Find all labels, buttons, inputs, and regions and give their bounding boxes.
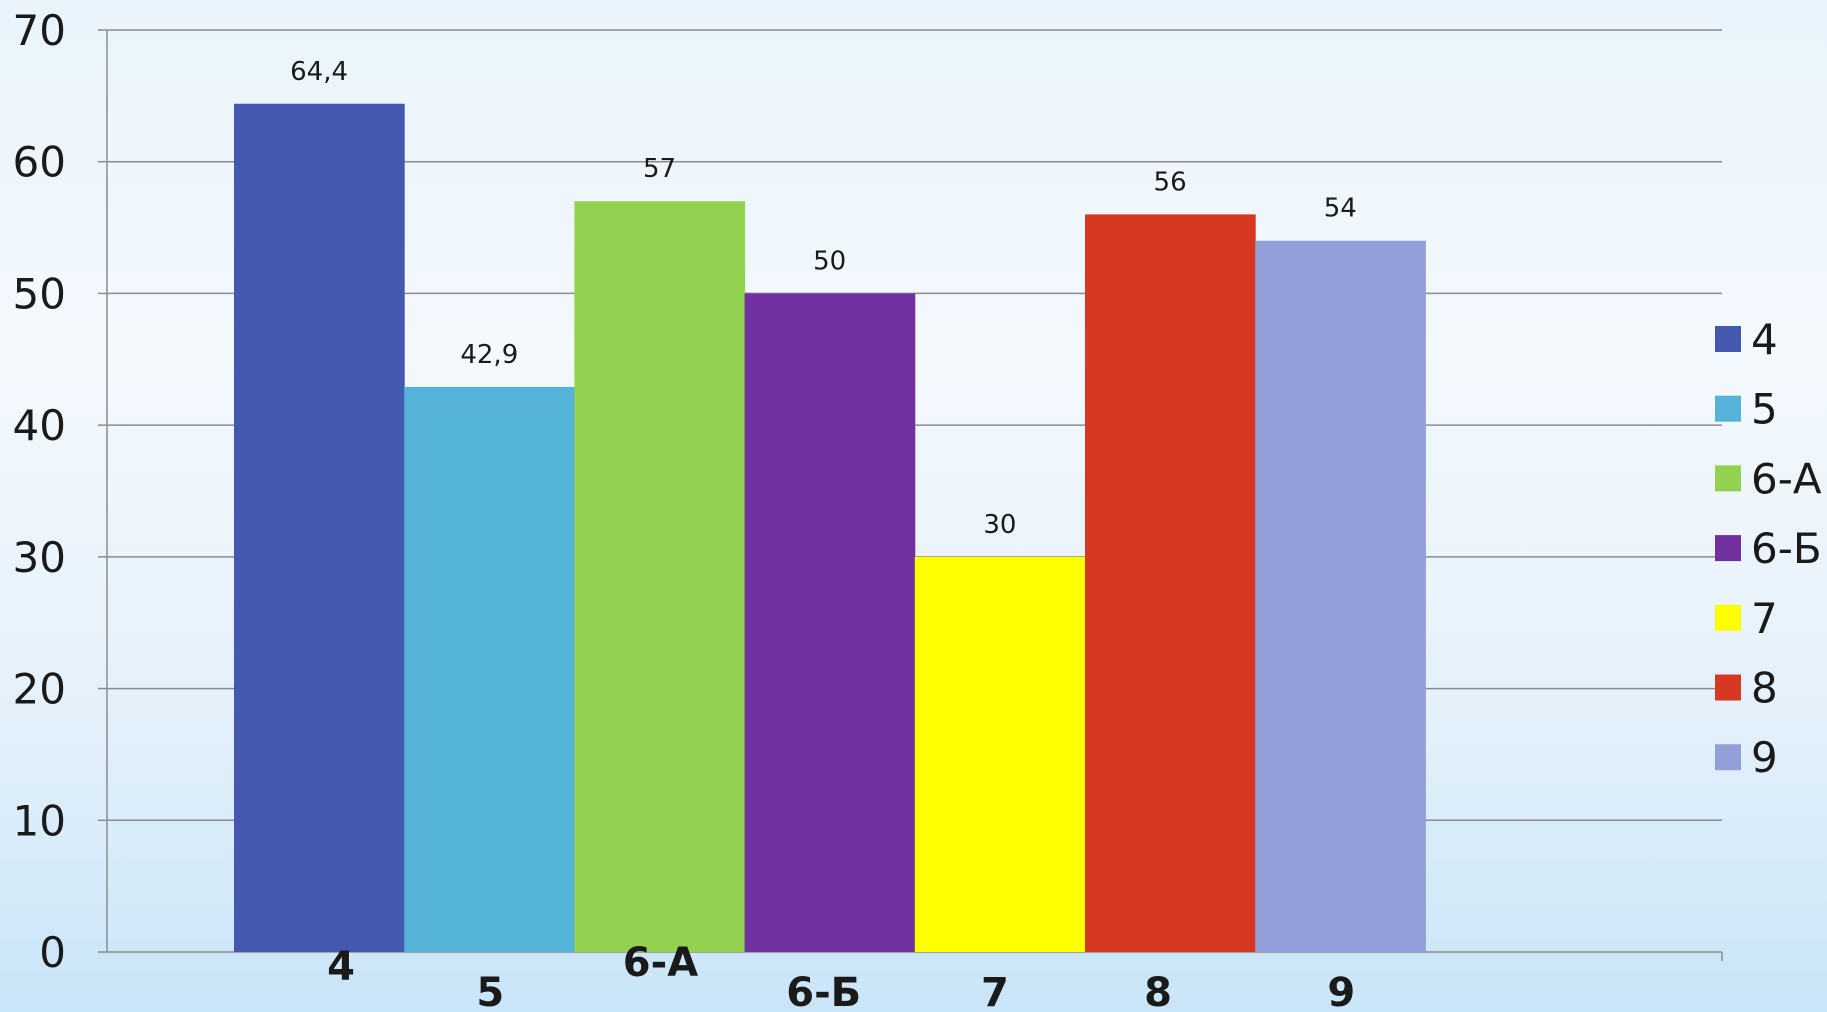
legend[interactable]: 4 5 6-А 6-Б 7 8 9: [1715, 315, 1822, 782]
legend-item[interactable]: 7: [1715, 594, 1778, 643]
data-label: 54: [1324, 194, 1357, 224]
bar-9[interactable]: [1255, 240, 1426, 952]
bar-7[interactable]: [914, 556, 1086, 952]
legend-label: 8: [1751, 664, 1778, 713]
x-tick-label: 4: [327, 944, 355, 990]
legend-item[interactable]: 9: [1715, 733, 1778, 782]
bars: [234, 103, 1426, 953]
legend-swatch: [1715, 674, 1741, 701]
legend-label: 7: [1751, 594, 1778, 643]
legend-item[interactable]: 6-А: [1715, 454, 1822, 503]
data-label: 57: [643, 154, 676, 184]
legend-item[interactable]: 4: [1715, 315, 1778, 364]
legend-swatch: [1715, 326, 1741, 352]
legend-swatch: [1715, 744, 1741, 771]
legend-swatch: [1715, 465, 1741, 492]
bar-8[interactable]: [1085, 214, 1256, 952]
x-tick-label: 8: [1144, 970, 1172, 1012]
legend-label: 5: [1751, 385, 1778, 434]
x-tick-label: 5: [476, 970, 504, 1012]
data-label: 30: [983, 510, 1016, 540]
y-tick-label: 10: [13, 796, 66, 845]
y-tick-label: 50: [13, 269, 66, 318]
legend-label: 4: [1751, 315, 1778, 364]
y-tick-label: 40: [13, 401, 66, 450]
legend-label: 9: [1751, 733, 1778, 782]
x-tick-label: 9: [1327, 970, 1355, 1012]
y-tick-label: 30: [13, 533, 66, 582]
bar-5[interactable]: [404, 386, 575, 953]
y-tick-label: 70: [13, 6, 66, 55]
x-tick-label: 6-А: [623, 940, 698, 986]
data-label: 50: [813, 246, 846, 276]
bar-6-Б[interactable]: [744, 293, 916, 952]
legend-label: 6-А: [1751, 454, 1822, 503]
x-tick-label: 6-Б: [786, 970, 861, 1012]
data-label: 42,9: [460, 340, 518, 370]
bar-6-А[interactable]: [574, 201, 746, 952]
data-label: 56: [1154, 167, 1187, 197]
legend-item[interactable]: 6-Б: [1715, 524, 1822, 573]
y-tick-label: 20: [13, 665, 66, 714]
y-tick-label: 60: [13, 138, 66, 187]
x-axis-ticks: 4 5 6-А 6-Б 7 8 9: [327, 940, 1355, 1012]
legend-swatch: [1715, 604, 1741, 631]
legend-item[interactable]: 8: [1715, 664, 1778, 713]
data-label: 64,4: [290, 57, 348, 87]
bar-4[interactable]: [234, 103, 405, 952]
x-tick-label: 7: [981, 970, 1009, 1012]
legend-label: 6-Б: [1751, 524, 1822, 573]
legend-item[interactable]: 5: [1715, 385, 1778, 434]
y-axis-ticks: 0 10 20 30 40 50 60 70: [13, 6, 66, 977]
y-tick-label: 0: [39, 928, 66, 977]
data-labels: 64,4 42,9 57 50 30 56 54: [290, 57, 1357, 540]
legend-swatch: [1715, 535, 1741, 562]
legend-swatch: [1715, 395, 1741, 422]
